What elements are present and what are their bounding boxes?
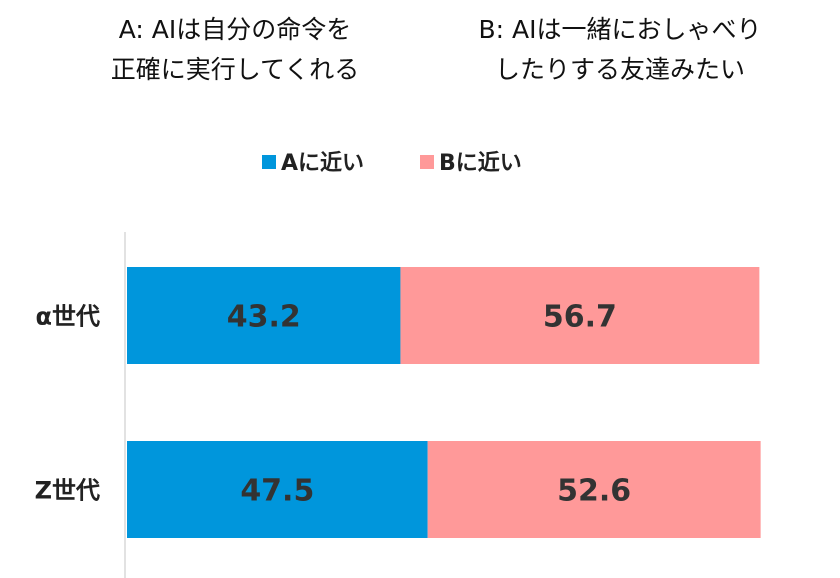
category-label: Z世代 [35, 477, 100, 505]
legend-label-2: Bに近い [439, 150, 522, 176]
category-label: α世代 [36, 303, 101, 331]
value-label: 47.5 [240, 474, 314, 509]
labels-group: α世代 43.2 56.7 Z世代 47.5 52.6 [35, 300, 632, 509]
legend-swatch-2 [420, 155, 434, 169]
bar-segment-a [127, 267, 401, 364]
option-b-description: B: AIは一緒におしゃべり したりする友達みたい [478, 15, 762, 84]
bar-segment-b [427, 441, 761, 538]
option-a-description: A: AIは自分の命令を 正確に実行してくれる [110, 15, 360, 84]
value-label: 52.6 [557, 474, 631, 509]
legend: Aに近い Bに近い [262, 150, 522, 176]
value-label: 56.7 [543, 300, 617, 335]
legend-swatch-1 [262, 155, 276, 169]
bar-segment-b [400, 267, 760, 364]
bar-segment-a [127, 441, 428, 538]
value-label: 43.2 [227, 300, 301, 335]
bars-group [127, 267, 761, 538]
legend-label-1: Aに近い [281, 150, 364, 176]
